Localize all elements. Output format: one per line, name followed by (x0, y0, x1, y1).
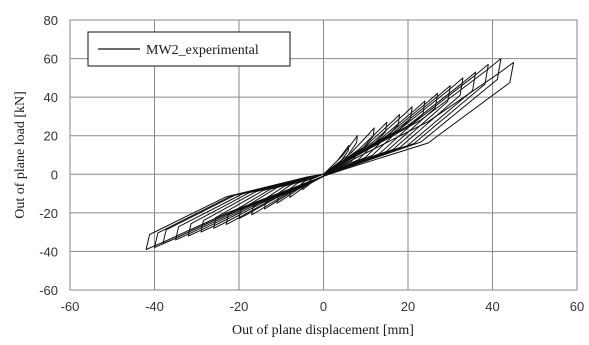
series-line-loop (145, 61, 515, 250)
x-tick-label: 20 (401, 299, 415, 314)
tick-labels: -60 -40 -20 0 20 40 60 80 -60 -40 -20 0 20 40 60 (39, 13, 584, 314)
y-tick-label: 0 (51, 167, 58, 182)
x-tick-label: 60 (570, 299, 584, 314)
x-tick-label: -60 (61, 299, 80, 314)
plot-border (69, 19, 578, 291)
x-tick-label: -20 (230, 299, 249, 314)
legend-label: MW2_experimental (146, 43, 259, 58)
x-tick-label: 40 (485, 299, 499, 314)
y-tick-label: 60 (44, 52, 58, 67)
y-tick-label: -20 (39, 206, 58, 221)
y-axis-title: Out of plane load [kN] (13, 91, 28, 219)
x-tick-label: -40 (145, 299, 164, 314)
plot-area (145, 58, 515, 250)
x-axis-title: Out of plane displacement [mm] (232, 323, 414, 338)
y-tick-label: 40 (44, 90, 58, 105)
x-tick-label: 0 (320, 299, 327, 314)
legend: MW2_experimental (87, 31, 291, 67)
y-tick-label: -60 (39, 283, 58, 298)
y-tick-label: 80 (44, 13, 58, 28)
y-tick-label: -40 (39, 244, 58, 259)
axes (69, 19, 578, 291)
y-tick-label: 20 (44, 129, 58, 144)
